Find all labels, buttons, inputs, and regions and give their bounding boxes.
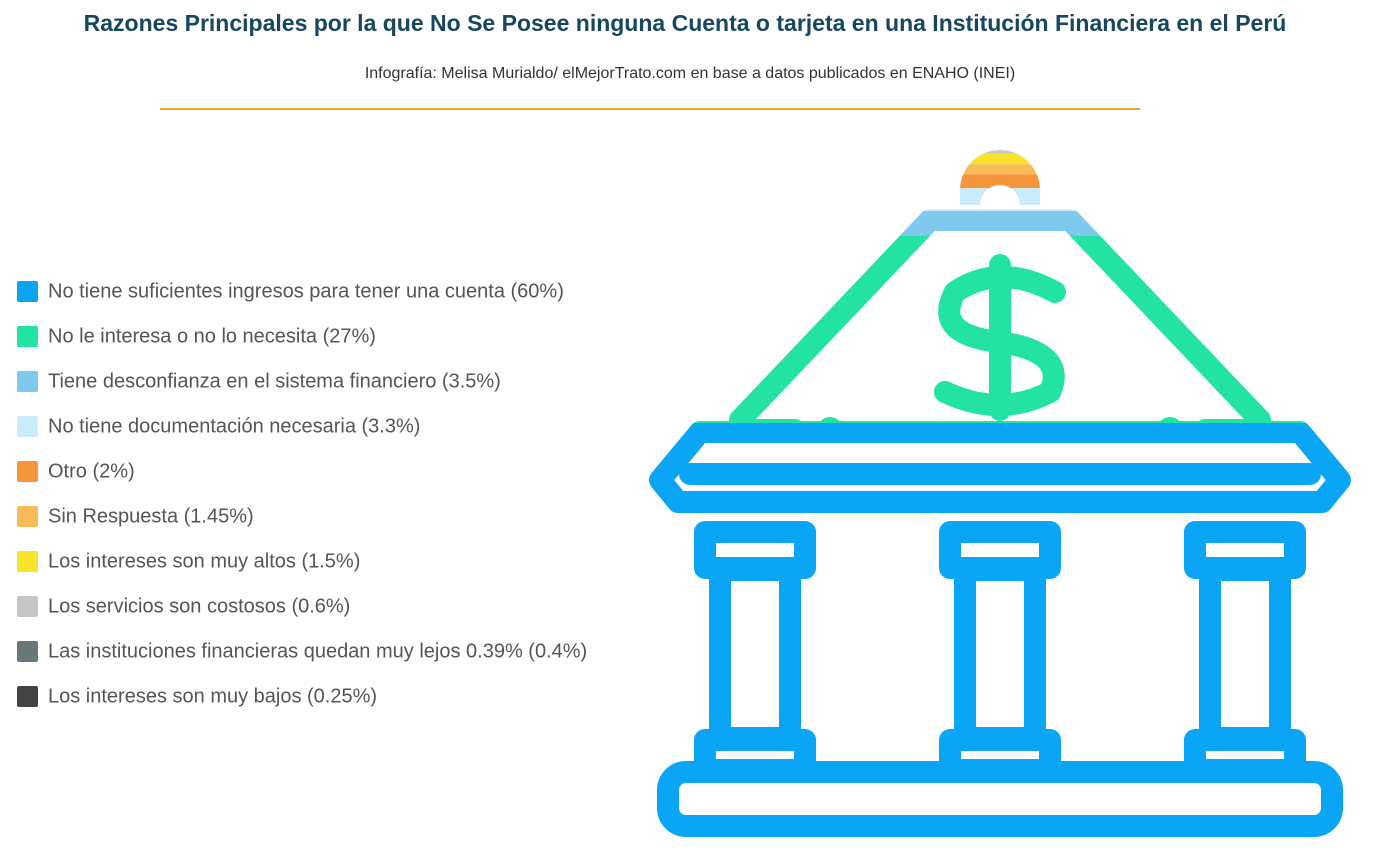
fill-band: [640, 149, 1360, 154]
legend-label: Otro (2%): [48, 460, 135, 482]
legend-swatch: [17, 641, 38, 662]
fill-band: [640, 146, 1360, 150]
legend-swatch: [17, 686, 38, 707]
fill-band: [640, 235, 1360, 423]
fill-band: [640, 423, 1360, 840]
legend-label: No tiene suficientes ingresos para tener…: [48, 280, 564, 302]
bank-icon: [640, 145, 1360, 840]
legend-label: Los intereses son muy altos (1.5%): [48, 550, 360, 572]
fill-band: [640, 188, 1360, 212]
title: Razones Principales por la que No Se Pos…: [84, 10, 1287, 36]
legend-label: No tiene documentación necesaria (3.3%): [48, 415, 420, 437]
fill-band: [640, 211, 1360, 236]
legend-label: Tiene desconfianza en el sistema financi…: [48, 370, 501, 392]
legend-swatch: [17, 461, 38, 482]
legend-swatch: [17, 371, 38, 392]
fill-band: [640, 164, 1360, 175]
fill-band: [640, 174, 1360, 189]
legend-swatch: [17, 596, 38, 617]
legend-label: Las instituciones financieras quedan muy…: [48, 640, 587, 662]
legend-label: Sin Respuesta (1.45%): [48, 505, 254, 527]
legend-swatch: [17, 326, 38, 347]
legend-swatch: [17, 416, 38, 437]
subtitle: Infografía: Melisa Murialdo/ elMejorTrat…: [365, 65, 1015, 82]
legend-label: Los servicios son costosos (0.6%): [48, 595, 350, 617]
legend-swatch: [17, 506, 38, 527]
legend-label: Los intereses son muy bajos (0.25%): [48, 685, 377, 707]
fill-band: [640, 145, 1360, 147]
legend-swatch: [17, 551, 38, 572]
fill-band: [640, 153, 1360, 165]
legend-swatch: [17, 281, 38, 302]
legend-label: No le interesa o no lo necesita (27%): [48, 325, 376, 347]
